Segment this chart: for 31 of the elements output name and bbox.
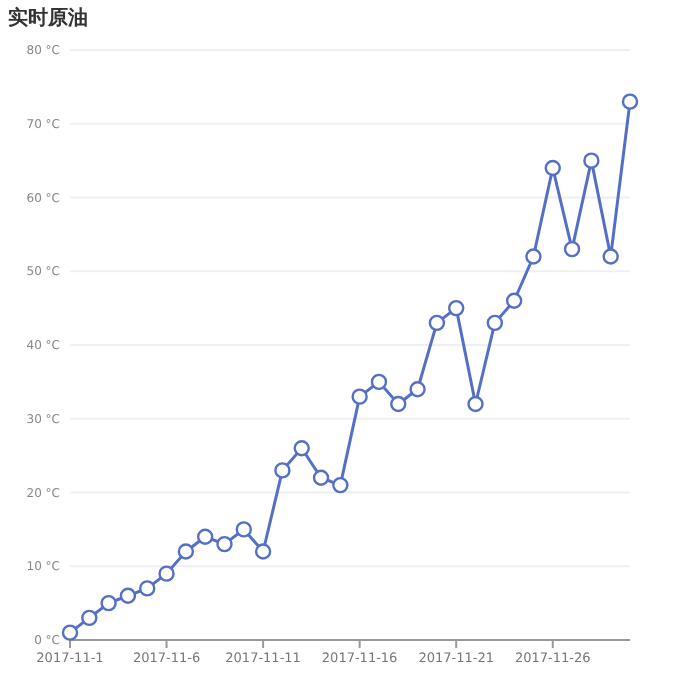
point [486,314,504,332]
point [274,462,291,479]
point [544,159,561,177]
point [467,395,484,413]
point [177,543,195,560]
point [81,609,98,627]
point [61,624,79,641]
point [448,299,465,317]
point [332,476,349,494]
point [158,565,175,582]
point [428,314,446,332]
point [100,594,117,612]
point [293,440,310,457]
point [525,248,542,265]
point [216,535,233,553]
chart-title: 实时原油 [8,6,88,30]
point [563,240,581,258]
point [602,248,619,265]
point [390,395,407,413]
point [621,93,639,110]
point [139,580,156,597]
point [583,152,600,169]
point [196,528,214,545]
point [312,469,330,486]
point [505,292,523,309]
point [254,543,272,560]
point [409,381,426,398]
point [119,587,137,604]
point [351,388,368,405]
point [235,521,252,538]
point [370,373,388,391]
